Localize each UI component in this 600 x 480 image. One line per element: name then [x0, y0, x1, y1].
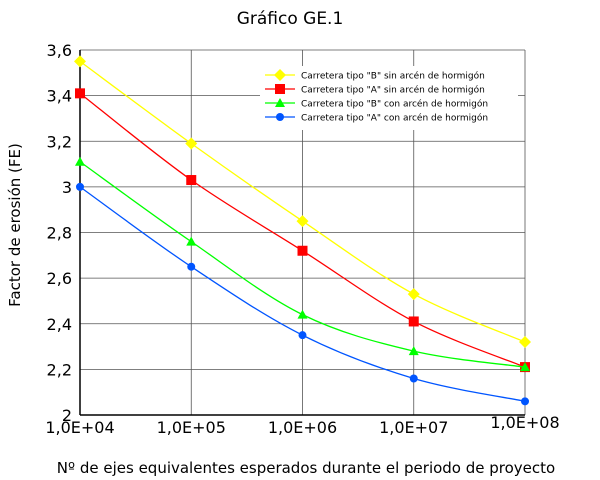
y-tick-label: 2,6 [47, 269, 72, 288]
legend-entry: Carretera tipo "B" con arcén de hormigón [301, 99, 488, 110]
y-tick-label: 3,4 [47, 87, 72, 106]
data-point [409, 374, 418, 383]
y-tick-label: 3,6 [47, 41, 72, 60]
data-point [521, 397, 529, 406]
x-tick-label: 1,0E+05 [157, 418, 226, 437]
data-point [408, 316, 419, 327]
x-tick-label: 1,0E+07 [379, 418, 448, 437]
y-tick-label: 2,8 [47, 224, 72, 243]
legend-entry: Carretera tipo "A" con arcén de hormigón [301, 113, 488, 124]
legend-box [260, 66, 518, 130]
data-point [296, 215, 309, 228]
legend-marker [275, 98, 285, 107]
y-tick-label: 2 [62, 406, 72, 425]
legend-marker [275, 84, 285, 94]
x-tick-label: 1,0E+04 [45, 418, 114, 437]
data-point [76, 182, 84, 191]
data-point [186, 175, 197, 186]
series-4 [76, 182, 529, 406]
series-3 [75, 156, 530, 372]
x-tick-label: 1,0E+06 [268, 418, 337, 437]
tick-labels: 2 2,2 2,4 2,6 2,8 3 3,2 3,4 3,6 1,0E+04 1,0E+05 1,0… [45, 41, 559, 437]
data-point [520, 362, 530, 372]
series-1 [74, 55, 531, 348]
data-point [187, 262, 196, 271]
data-point [185, 137, 198, 150]
legend-entry: Carretera tipo "B" sin arcén de hormigón [301, 71, 485, 82]
data-point [297, 245, 308, 256]
y-tick-label: 3 [62, 178, 72, 197]
x-axis-label: Nº de ejes equivalentes esperados durant… [57, 459, 555, 477]
series-lines [74, 55, 531, 406]
data-point [408, 346, 419, 356]
chart-title: Gráfico GE.1 [237, 9, 344, 29]
data-point [298, 331, 307, 340]
data-point [407, 288, 420, 301]
data-point [186, 236, 197, 246]
y-tick-label: 3,2 [47, 132, 72, 151]
legend-marker [274, 69, 286, 81]
data-point [519, 336, 531, 348]
data-point [74, 55, 86, 68]
legend-marker [276, 113, 284, 121]
data-point [75, 156, 85, 166]
y-tick-label: 2,4 [47, 315, 72, 334]
y-axis-label: Factor de erosión (FE) [6, 143, 24, 307]
data-point [297, 309, 308, 319]
legend: Carretera tipo "B" sin arcén de hormigón… [260, 66, 518, 130]
legend-entry: Carretera tipo "A" sin arcén de hormigón [301, 85, 485, 96]
x-tick-label: 1,0E+08 [490, 413, 559, 432]
y-tick-label: 2,2 [47, 360, 72, 379]
data-point [75, 88, 85, 99]
